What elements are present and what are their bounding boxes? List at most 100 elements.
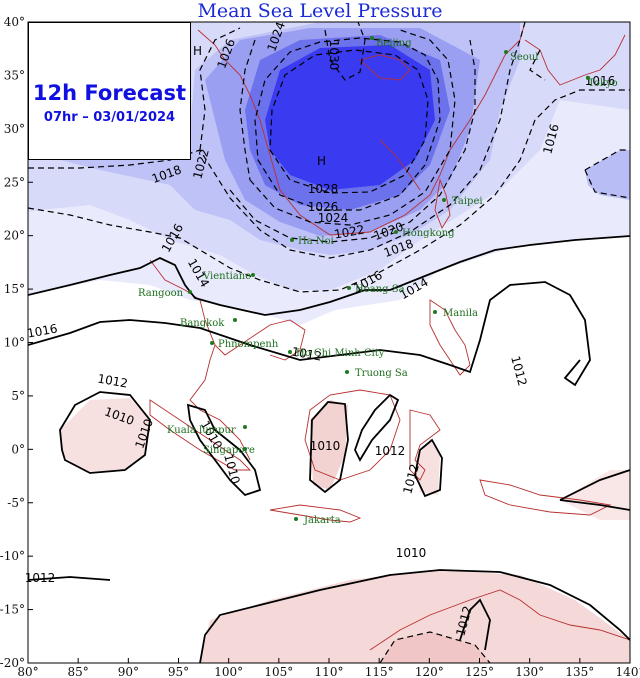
city-label: Singapore xyxy=(203,445,255,456)
lon-tick-label: 90° xyxy=(118,665,139,678)
latitude-axis: 40° 35° 30° 25° 20° 15° 10° 5° 0° -5° -10° -15° -20° xyxy=(0,15,33,670)
city-label: Beijing xyxy=(376,38,412,49)
lon-tick-label: 85° xyxy=(68,665,89,678)
isobar-value-label: 1016 xyxy=(26,322,59,341)
city-dot xyxy=(586,76,590,80)
isobars xyxy=(28,22,630,663)
city-label: Seoul xyxy=(510,52,538,63)
city-dot xyxy=(243,425,247,429)
isobar-1010-south xyxy=(199,569,630,663)
city-label: Jakarta xyxy=(303,515,341,526)
city-dot xyxy=(294,517,298,521)
isobar-1012-west xyxy=(28,576,111,581)
city-markers: Beijing Seoul Tokyo Taipei Hongkong Ha Noi Vie… xyxy=(138,36,618,526)
lat-tick-label: 30° xyxy=(4,122,25,136)
high-marker-a: H xyxy=(193,44,202,58)
isobar-value-label: 1012 xyxy=(96,372,129,391)
isobar-1022 xyxy=(199,27,476,243)
low-pressure-borneo xyxy=(310,400,348,490)
isobar-1028 xyxy=(269,49,429,194)
lat-tick-label: 35° xyxy=(4,68,25,82)
lon-tick-label: 110° xyxy=(315,665,344,678)
lon-tick-label: 80° xyxy=(17,665,38,678)
city-dot xyxy=(251,273,255,277)
city-dot xyxy=(233,318,237,322)
lat-tick-label: 10° xyxy=(4,336,25,350)
lon-tick-label: 95° xyxy=(168,665,189,678)
isobar-1008-south xyxy=(379,631,491,663)
city-label: Ha Noi xyxy=(298,236,334,247)
high-pressure-east xyxy=(585,150,630,200)
lat-tick-label: 0° xyxy=(11,442,25,456)
isobar-value-label: 1010 xyxy=(310,439,341,453)
lat-tick-label: -5° xyxy=(7,496,25,510)
lon-tick-label: 140° xyxy=(616,665,640,678)
isobar-1018 xyxy=(28,22,526,259)
isobar-value-label: 1028 xyxy=(308,182,339,196)
isobar-1012-malay xyxy=(186,403,262,497)
isobar-value-label: 1026 xyxy=(308,200,339,214)
isobar-value-label: 1010 xyxy=(396,546,427,560)
isobar-1024 xyxy=(239,29,456,226)
forecast-legend-box: 12h Forecast 07hr – 03/01/2024 xyxy=(28,22,191,160)
lat-tick-label: 5° xyxy=(11,389,25,403)
city-dot xyxy=(370,36,374,40)
lon-tick-label: 100° xyxy=(214,665,243,678)
isobar-1012-borneo xyxy=(354,393,400,462)
lat-tick-label: 40° xyxy=(4,15,25,29)
low-pressure-south xyxy=(380,632,490,663)
longitude-axis: 80° 85° 90° 95° 100° 105° 110° 115° 120° 125° 130°… xyxy=(17,658,640,678)
forecast-time: 07hr – 03/01/2024 xyxy=(43,110,176,125)
city-dot xyxy=(243,447,247,451)
isobar-1026 xyxy=(254,37,441,211)
isobar-1010-sumatra xyxy=(59,391,151,474)
city-dot xyxy=(442,198,446,202)
isobar-1012-java xyxy=(414,438,443,498)
high-pressure-1028 xyxy=(265,45,435,190)
isobar-value-label: 1012 xyxy=(290,345,323,364)
isobar-1010-timor xyxy=(459,598,491,651)
low-pressure-sumatra xyxy=(60,398,150,472)
lat-tick-label: 20° xyxy=(4,229,25,243)
city-dot xyxy=(210,341,214,345)
city-label: Tokyo xyxy=(588,78,618,89)
city-dot xyxy=(188,290,192,294)
isobar-1010-east xyxy=(559,469,630,511)
city-dot xyxy=(290,238,294,242)
city-label: Manila xyxy=(443,308,478,319)
city-label: Vientiane xyxy=(202,271,251,282)
high-marker-b: H xyxy=(317,154,326,168)
city-label: Hoang Sa xyxy=(355,284,405,295)
lon-tick-label: 115° xyxy=(365,665,394,678)
city-label: Kuala lumpur xyxy=(167,425,236,436)
isobar-value-label: 1030 xyxy=(327,40,341,71)
isobar-value-label: 1012 xyxy=(25,571,56,585)
isobar-1016 xyxy=(28,89,630,293)
map-title: Mean Sea Level Pressure xyxy=(197,0,443,22)
isobar-value-label: 1022 xyxy=(333,223,366,242)
city-dot xyxy=(345,370,349,374)
city-label: Bangkok xyxy=(180,318,225,329)
lat-tick-label: 25° xyxy=(4,175,25,189)
city-dot xyxy=(504,50,508,54)
forecast-label: 12h Forecast xyxy=(32,81,187,105)
isobar-value-label: 1024 xyxy=(318,211,349,225)
city-dot xyxy=(347,286,351,290)
isobar-1012-north xyxy=(28,281,591,387)
isobar-1010-borneo xyxy=(309,401,349,494)
city-label: Hongkong xyxy=(402,228,455,239)
isobar-value-label: 1016 xyxy=(585,74,616,88)
isobar-value-label: 1012 xyxy=(375,444,406,458)
lat-tick-label: -15° xyxy=(0,603,25,617)
lat-tick-label: 15° xyxy=(4,282,25,296)
lon-tick-label: 135° xyxy=(565,665,594,678)
city-label: Ho Chi Minh City xyxy=(296,348,385,359)
lat-tick-label: -10° xyxy=(0,549,25,563)
isobar-1014 xyxy=(28,235,630,316)
lon-tick-label: 105° xyxy=(264,665,293,678)
city-dot xyxy=(288,350,292,354)
city-label: Rangoon xyxy=(138,288,184,299)
lon-tick-label: 130° xyxy=(515,665,544,678)
lon-tick-label: 120° xyxy=(415,665,444,678)
low-pressure-java xyxy=(415,440,440,495)
